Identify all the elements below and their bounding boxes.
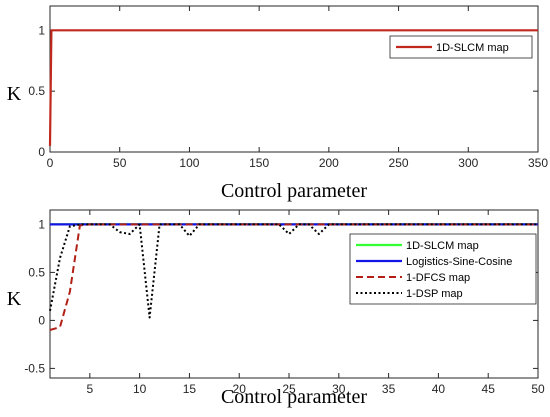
x-tick-label: 30 (332, 382, 346, 396)
top-legend: 1D-SLCM map (389, 35, 533, 59)
top-y-axis-label: K (7, 83, 22, 105)
legend-label: 1D-SLCM map (406, 240, 479, 252)
bottom-y-ticks: -0.5 0 0.5 1 (24, 217, 538, 375)
x-tick-label: 40 (432, 382, 446, 396)
top-x-ticks: 0 50 100 150 200 250 300 350 (47, 6, 548, 170)
x-tick-label: 350 (528, 156, 548, 170)
legend-box (389, 35, 533, 59)
x-tick-label: 35 (382, 382, 396, 396)
top-x-axis-label: Control parameter (221, 180, 367, 202)
x-tick-label: 50 (531, 382, 545, 396)
y-tick-label: 1 (38, 217, 45, 231)
legend-label: Logistics-Sine-Cosine (406, 256, 512, 268)
legend-label: 1D-SLCM map (436, 42, 509, 54)
bottom-y-axis-label: K (7, 288, 22, 310)
x-tick-label: 45 (482, 382, 496, 396)
legend-label: 1-DFCS map (406, 272, 470, 284)
x-tick-label: 200 (319, 156, 339, 170)
bottom-legend: 1D-SLCM map Logistics-Sine-Cosine 1-DFCS m… (349, 233, 537, 305)
x-tick-label: 5 (86, 382, 93, 396)
top-chart: 0 50 100 150 200 250 300 350 0 0.5 1 Control para… (7, 5, 548, 202)
y-tick-label: 0.5 (28, 265, 45, 279)
x-tick-label: 15 (183, 382, 197, 396)
bottom-x-axis-label: Control parameter (221, 386, 367, 408)
top-series (48, 29, 538, 146)
x-tick-label: 25 (282, 382, 296, 396)
bottom-x-ticks: 5 10 15 20 25 30 35 40 45 50 (86, 210, 545, 396)
series-line-3 (49, 223, 538, 319)
x-tick-label: 20 (233, 382, 247, 396)
y-tick-label: 1 (38, 23, 45, 37)
x-tick-label: 0 (47, 156, 54, 170)
x-tick-label: 300 (458, 156, 478, 170)
legend-label: 1-DSP map (406, 288, 463, 300)
x-tick-label: 10 (133, 382, 147, 396)
x-tick-label: 100 (179, 156, 199, 170)
y-tick-label: 0 (38, 145, 45, 159)
y-tick-label: -0.5 (24, 361, 45, 375)
top-plot-area (49, 5, 539, 153)
x-tick-label: 150 (249, 156, 269, 170)
x-tick-label: 50 (113, 156, 127, 170)
series-line-0 (48, 29, 538, 146)
bottom-series (49, 223, 538, 331)
y-tick-label: 0 (38, 313, 45, 327)
y-tick-label: 0.5 (28, 84, 45, 98)
bottom-chart: 5 10 15 20 25 30 35 40 45 50 -0.5 0 0.5 1 Control pa… (7, 209, 545, 408)
x-tick-label: 250 (389, 156, 409, 170)
